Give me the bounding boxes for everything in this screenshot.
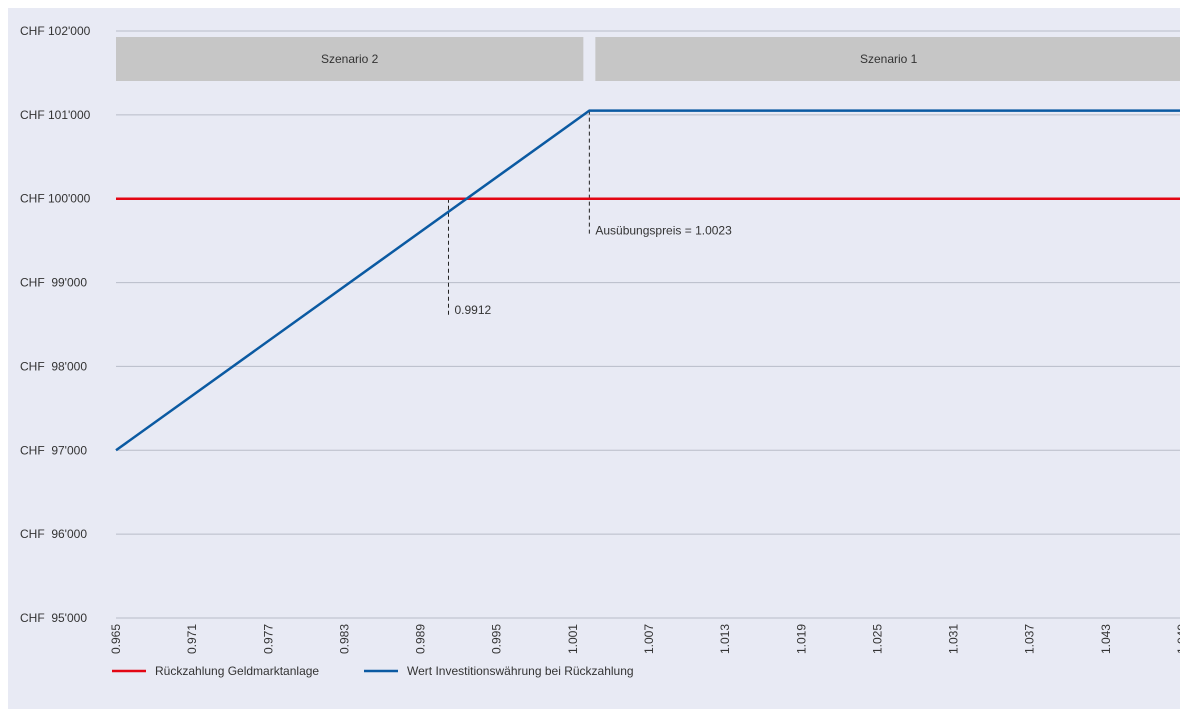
y-tick-label: CHF 102'000 — [20, 24, 91, 38]
x-tick-label: 1.013 — [718, 624, 732, 654]
scenario-band — [595, 37, 1182, 81]
scenario-label: Szenario 1 — [860, 52, 918, 66]
y-tick-label: CHF 101'000 — [20, 108, 91, 122]
y-tick-label: CHF 98'000 — [20, 359, 87, 373]
y-tick-label: CHF 100'000 — [20, 192, 91, 206]
x-tick-label: 0.971 — [185, 624, 199, 654]
x-tick-label: 1.019 — [794, 624, 808, 654]
x-tick-label: 1.001 — [566, 624, 580, 654]
legend-label: Rückzahlung Geldmarktanlage — [155, 664, 319, 678]
x-tick-label: 0.965 — [109, 624, 123, 654]
x-tick-label: 0.995 — [490, 624, 504, 654]
chart-container: Szenario 2 Szenario 1 0.9912 Ausübungsprei… — [8, 8, 1188, 709]
scenario-band — [116, 37, 584, 81]
y-tick-label: CHF 99'000 — [20, 276, 87, 290]
y-tick-label: CHF 97'000 — [20, 443, 87, 457]
x-tick-label: 1.025 — [870, 624, 884, 654]
y-tick-label: CHF 95'000 — [20, 611, 87, 625]
x-tick-label: 1.007 — [642, 624, 656, 654]
x-tick-label: 1.043 — [1099, 624, 1113, 654]
y-tick-label: CHF 96'000 — [20, 527, 87, 541]
annotation-label: Ausübungspreis = 1.0023 — [595, 223, 732, 237]
annotation-label: 0.9912 — [454, 303, 491, 317]
legend-label: Wert Investitionswährung bei Rückzahlung — [407, 664, 634, 678]
scenario-label: Szenario 2 — [321, 52, 379, 66]
x-tick-label: 0.989 — [414, 624, 428, 654]
payoff-chart: Szenario 2 Szenario 1 0.9912 Ausübungsprei… — [20, 24, 1188, 678]
x-tick-label: 1.037 — [1023, 624, 1037, 654]
x-tick-label: 0.983 — [337, 624, 351, 654]
x-tick-label: 0.977 — [261, 624, 275, 654]
series-line-investitionswaehrung — [115, 109, 1182, 452]
x-tick-label: 1.031 — [947, 624, 961, 654]
x-tick-label: 1.049 — [1175, 624, 1180, 654]
